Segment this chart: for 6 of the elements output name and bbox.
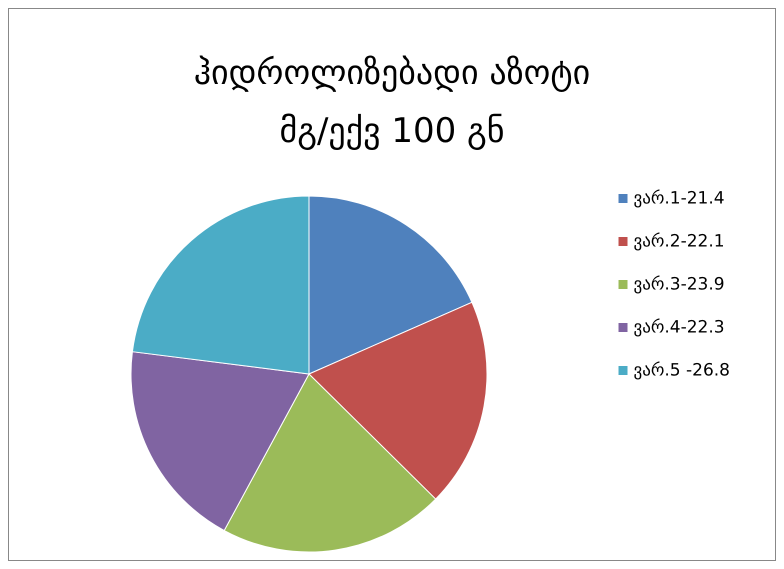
- legend-label: ვარ.5 -26.8: [634, 360, 730, 380]
- legend-label: ვარ.3-23.9: [634, 274, 725, 294]
- chart-title: ჰიდროლიზებადი აზოტი მგ/ექვ 100 გნ: [194, 53, 590, 151]
- legend-label: ვარ.2-22.1: [634, 232, 725, 252]
- legend-label: ვარ.4-22.3: [634, 318, 725, 338]
- legend-label: ვარ.1-21.4: [634, 188, 725, 208]
